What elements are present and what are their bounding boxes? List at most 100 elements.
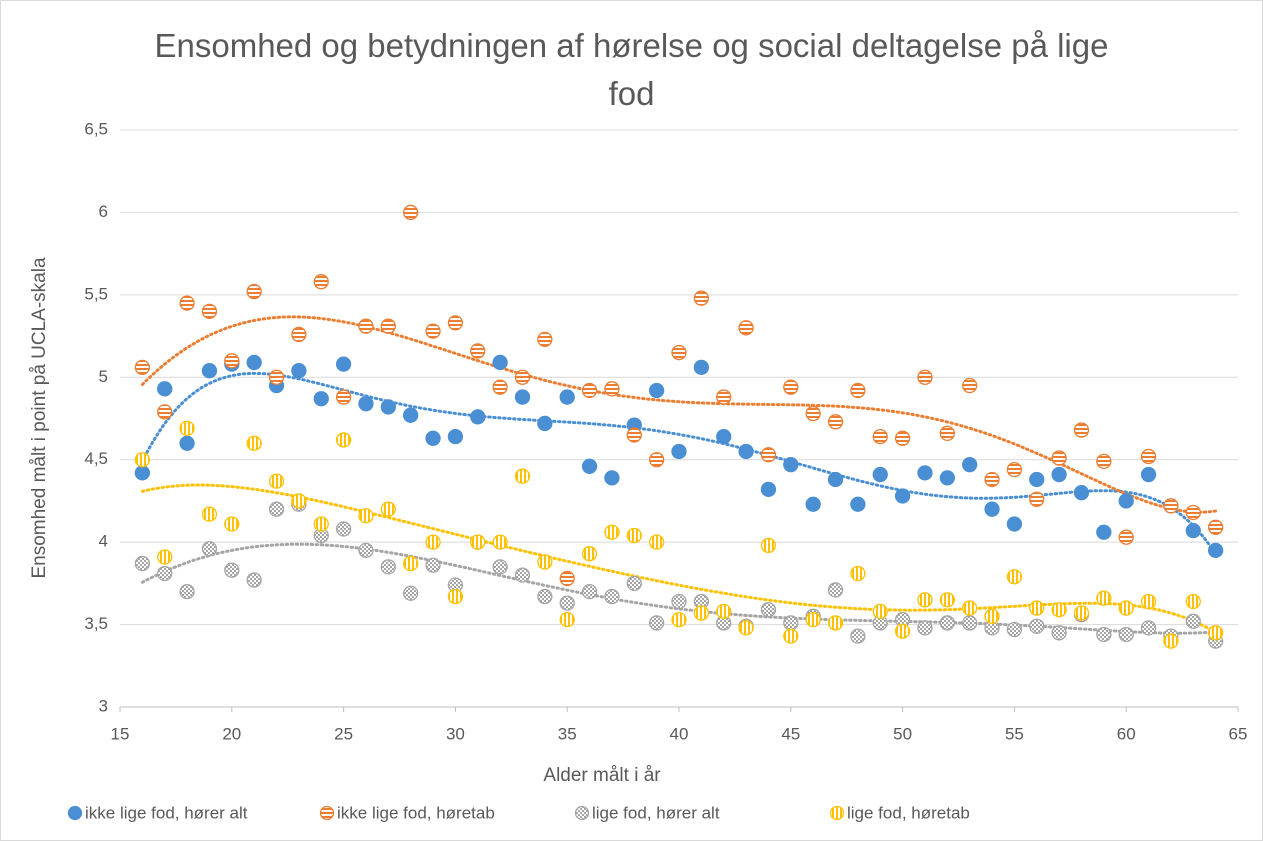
point — [224, 562, 240, 578]
point — [291, 493, 307, 509]
point — [514, 389, 531, 405]
point — [716, 428, 732, 445]
point — [403, 555, 419, 572]
point — [1096, 524, 1112, 540]
point — [358, 542, 374, 559]
point — [850, 496, 866, 512]
point — [917, 465, 933, 481]
x-tick-label: 35 — [558, 724, 577, 743]
point — [671, 593, 687, 610]
point — [850, 565, 866, 582]
trendline — [140, 315, 1218, 514]
y-tick-label: 3 — [99, 696, 108, 715]
point — [1163, 498, 1179, 514]
point — [224, 516, 240, 532]
point — [201, 541, 218, 557]
point — [894, 623, 911, 639]
point — [134, 465, 151, 481]
point — [894, 430, 911, 446]
point — [827, 615, 844, 631]
point — [246, 572, 262, 588]
legend-marker — [574, 805, 590, 821]
point — [313, 391, 329, 407]
point — [984, 501, 1000, 517]
x-tick-label: 65 — [1229, 724, 1248, 743]
point — [335, 389, 352, 405]
point — [1006, 621, 1023, 638]
point — [470, 534, 486, 550]
point — [671, 344, 687, 361]
point — [604, 470, 620, 486]
point — [939, 592, 955, 608]
point — [1118, 529, 1134, 545]
y-tick-label: 5,5 — [84, 284, 108, 303]
point — [358, 508, 374, 524]
point — [939, 425, 955, 441]
point — [1051, 450, 1067, 466]
point — [648, 615, 665, 631]
point — [268, 473, 285, 489]
y-tick-label: 4,5 — [84, 449, 108, 468]
point — [783, 457, 799, 473]
point — [1207, 625, 1224, 641]
point — [872, 603, 888, 620]
point — [693, 359, 710, 376]
x-tick-label: 60 — [1117, 724, 1136, 743]
point — [581, 546, 598, 562]
point — [1029, 600, 1045, 616]
point — [1163, 633, 1179, 649]
point — [805, 496, 821, 512]
point — [537, 331, 553, 348]
point — [827, 414, 844, 430]
point — [626, 427, 642, 443]
point — [1185, 504, 1201, 521]
point — [157, 565, 173, 582]
point — [425, 430, 441, 446]
legend-marker — [319, 805, 335, 821]
x-tick-label: 15 — [111, 724, 130, 743]
point — [783, 615, 799, 631]
point — [514, 468, 531, 484]
point — [760, 602, 777, 618]
point — [514, 567, 531, 583]
point — [1073, 485, 1090, 501]
point — [447, 588, 464, 605]
point — [157, 404, 173, 420]
point — [604, 524, 620, 540]
point — [559, 570, 575, 587]
point — [224, 353, 240, 369]
point — [1073, 605, 1090, 621]
point — [492, 559, 508, 575]
point — [827, 471, 844, 488]
point — [179, 420, 195, 437]
point — [917, 369, 933, 385]
point — [1140, 593, 1157, 610]
point — [1207, 542, 1224, 559]
point — [291, 326, 307, 343]
point — [716, 389, 732, 405]
point — [134, 452, 151, 468]
point — [939, 470, 955, 486]
point — [1029, 618, 1045, 634]
point — [492, 354, 508, 371]
y-tick-label: 5 — [99, 367, 108, 386]
point — [716, 603, 732, 620]
point — [1118, 626, 1134, 643]
point — [962, 457, 978, 473]
point — [201, 363, 218, 379]
point — [962, 615, 978, 631]
legend-label: ikke lige fod, hører alt — [85, 803, 248, 822]
point — [917, 620, 933, 636]
point — [313, 274, 329, 290]
point — [1051, 602, 1067, 618]
point — [1096, 590, 1112, 606]
point — [179, 583, 195, 600]
point — [738, 620, 754, 636]
point — [1096, 453, 1112, 470]
legend-label: lige fod, høretab — [847, 803, 970, 822]
x-tick-label: 40 — [670, 724, 689, 743]
point — [604, 381, 620, 397]
point — [626, 575, 642, 592]
point — [492, 534, 508, 550]
point — [179, 435, 195, 451]
